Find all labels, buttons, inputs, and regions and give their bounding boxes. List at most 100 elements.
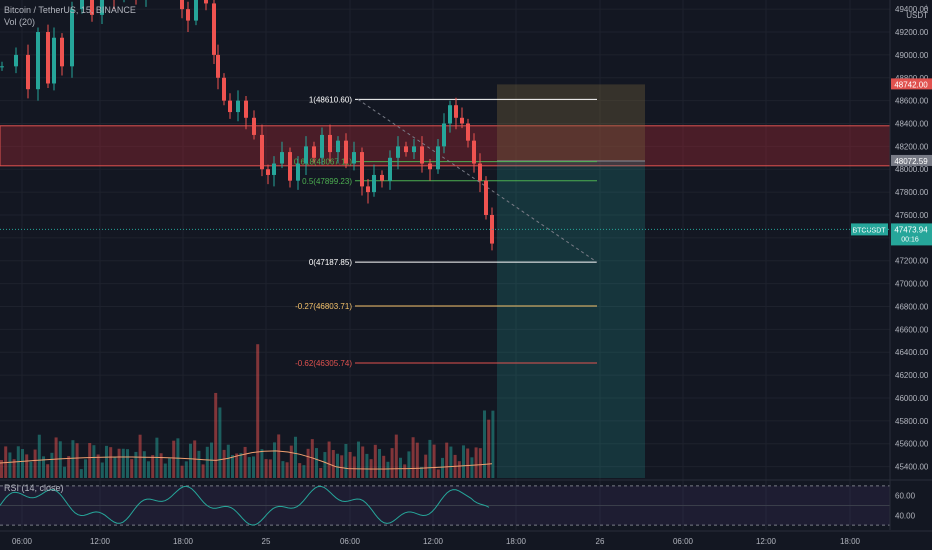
- candle-body: [336, 140, 340, 153]
- candle-body: [52, 37, 56, 84]
- price-tick-label: 46600.00: [895, 325, 929, 334]
- volume-bar: [172, 440, 176, 478]
- time-tick-label: 06:00: [12, 537, 33, 546]
- volume-bar: [96, 454, 100, 478]
- volume-bar: [75, 443, 79, 478]
- price-tick-label: 47800.00: [895, 188, 929, 197]
- price-tick-label: 48400.00: [895, 120, 929, 129]
- volume-bar: [281, 461, 285, 478]
- price-label: 48072.59: [894, 157, 928, 166]
- price-tick-label: 48600.00: [895, 97, 929, 106]
- volume-bar: [310, 439, 314, 478]
- volume-bar: [12, 459, 16, 478]
- time-tick-label: 06:00: [340, 537, 361, 546]
- volume-bar: [247, 457, 251, 478]
- volume-bar: [126, 449, 129, 478]
- volume-bar: [264, 459, 268, 478]
- volume-bar: [226, 444, 230, 478]
- volume-bar: [168, 458, 171, 478]
- volume-bar: [470, 457, 474, 478]
- candle-body: [388, 157, 392, 181]
- rsi-indicator-label[interactable]: RSI (14, close): [4, 483, 64, 493]
- fib-trend-line: [357, 99, 598, 263]
- price-label-bg: [891, 223, 932, 246]
- volume-bar: [214, 392, 218, 478]
- volume-indicator-label[interactable]: Vol (20): [4, 17, 36, 27]
- candle-body: [320, 134, 324, 158]
- volume-bar: [138, 434, 142, 478]
- volume-bar: [373, 444, 377, 478]
- price-tick-label: 48200.00: [895, 142, 929, 151]
- arrow-down-icon: ↓: [924, 2, 928, 11]
- volume-bar: [487, 419, 491, 478]
- volume-bar: [235, 453, 239, 478]
- candle-body: [100, 0, 104, 15]
- volume-bar: [100, 462, 104, 478]
- volume-bar: [302, 465, 306, 478]
- candle-body: [60, 37, 64, 67]
- price-tick-label: 47600.00: [895, 211, 929, 220]
- price-tick-label: 49200.00: [895, 28, 929, 37]
- volume-bar: [336, 453, 339, 478]
- volume-bar: [441, 457, 444, 478]
- candle-body: [484, 180, 488, 215]
- price-tick-label: 48000.00: [895, 165, 929, 174]
- volume-bar: [29, 461, 33, 478]
- candle-body: [70, 9, 74, 67]
- candle-body: [442, 123, 446, 147]
- volume-bar: [268, 459, 272, 478]
- volume-bar: [415, 442, 419, 478]
- volume-bar: [289, 445, 293, 478]
- volume-bar: [382, 455, 386, 478]
- price-tick-label: 46800.00: [895, 302, 929, 311]
- time-tick-label: 12:00: [756, 537, 777, 546]
- price-tick-label: 48800.00: [895, 74, 929, 83]
- volume-bar: [277, 434, 281, 478]
- candle-body: [252, 117, 256, 135]
- volume-bar: [205, 446, 209, 478]
- candle-body: [0, 66, 4, 68]
- fib-level-label: 0(47187.85): [309, 258, 352, 267]
- fib-level-label: 0.618(48067.11): [294, 158, 352, 167]
- volume-bar: [79, 469, 83, 478]
- price-label-bg: [891, 78, 932, 90]
- volume-bar: [151, 455, 155, 478]
- volume-bar: [180, 465, 184, 478]
- candle-body: [186, 9, 190, 21]
- volume-bar: [130, 459, 134, 478]
- volume-bar: [361, 446, 365, 478]
- volume-bar: [462, 445, 465, 478]
- volume-bar: [33, 449, 37, 478]
- chart-title[interactable]: Bitcoin / TetherUS, 15, BINANCE: [4, 5, 136, 15]
- volume-bar: [436, 469, 440, 478]
- volume-bar: [457, 461, 461, 478]
- volume-bar: [252, 456, 255, 478]
- volume-bar: [428, 439, 432, 478]
- volume-bar: [352, 456, 356, 478]
- volume-bar: [294, 436, 297, 478]
- volume-bar: [222, 449, 226, 478]
- rsi-line: [0, 485, 490, 526]
- volume-bar: [231, 455, 234, 478]
- price-tick-label: 46200.00: [895, 371, 929, 380]
- volume-bar: [478, 448, 482, 478]
- fib-level-label: -0.62(46305.74): [295, 359, 352, 368]
- volume-bar: [256, 344, 260, 478]
- candle-body: [472, 140, 476, 164]
- volume-bar: [184, 461, 188, 478]
- candle-body: [412, 146, 416, 153]
- axis-currency-label[interactable]: ↓ USDT: [906, 2, 928, 20]
- candle-body: [312, 146, 316, 158]
- price-tick-label: 47000.00: [895, 280, 929, 289]
- volume-bar: [63, 466, 66, 478]
- candle-body: [204, 0, 208, 4]
- position-target-area: [497, 160, 645, 478]
- time-tick-label: 06:00: [673, 537, 694, 546]
- volume-bar: [42, 456, 45, 478]
- volume-bar: [491, 410, 495, 478]
- fib-level-label: -0.27(46803.71): [295, 302, 352, 311]
- volume-bar: [159, 453, 163, 478]
- rsi-tick-label: 60.00: [895, 492, 916, 501]
- candle-body: [428, 163, 432, 170]
